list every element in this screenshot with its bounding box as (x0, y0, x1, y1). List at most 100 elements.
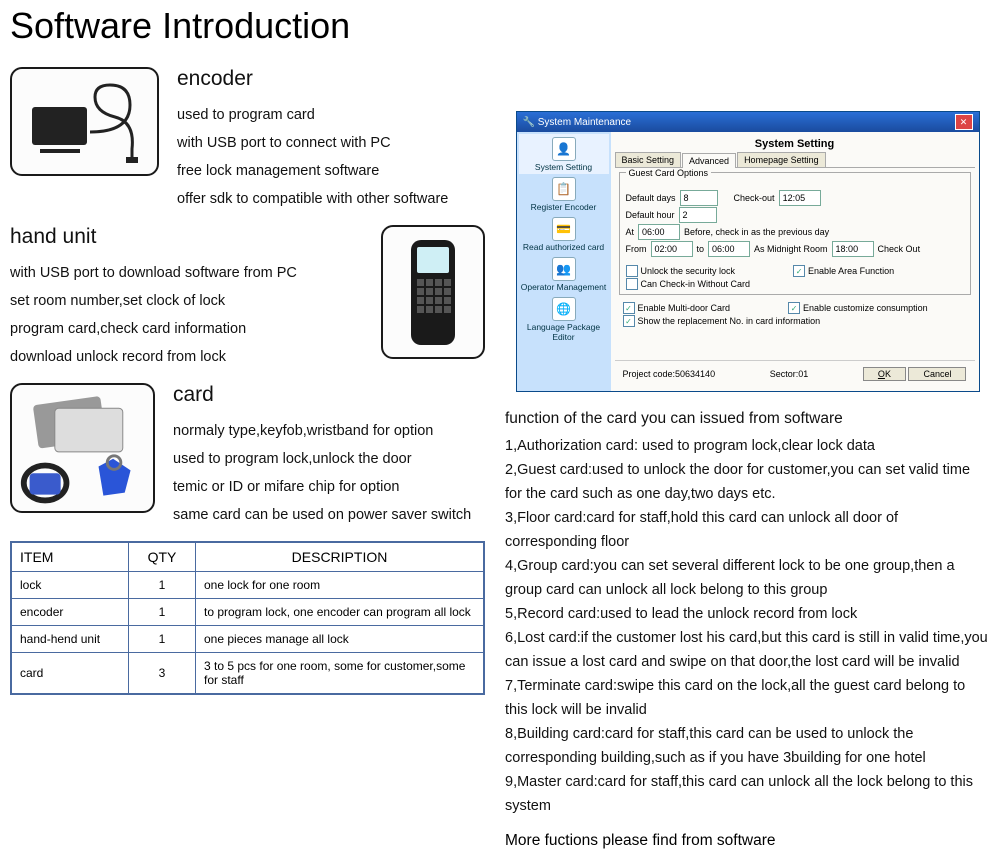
label: Default days (626, 193, 676, 203)
card-title: card (173, 383, 471, 407)
encoder-image (10, 67, 159, 176)
chk-multi-door[interactable]: ✓Enable Multi-door Card (623, 302, 731, 314)
function-item: 4,Group card:you can set several differe… (505, 554, 990, 602)
tab-homepage[interactable]: Homepage Setting (737, 152, 826, 167)
cell: 1 (129, 599, 196, 626)
label: At (626, 227, 635, 237)
cell: 3 to 5 pcs for one room, some for custom… (196, 653, 484, 694)
cell: 1 (129, 572, 196, 599)
text: with USB port to connect with PC (177, 129, 448, 157)
text: program card,check card information (10, 315, 381, 343)
text: normaly type,keyfob,wristband for option (173, 417, 471, 445)
card-image (10, 383, 155, 513)
sidebar-item-operator-management[interactable]: 👥Operator Management (519, 254, 609, 294)
window-title: 🔧 System Maintenance (523, 117, 632, 128)
hand-image (381, 225, 485, 359)
right-column: 🔧 System Maintenance ✕ 👤System Setting 📋… (495, 67, 1000, 860)
window-titlebar: 🔧 System Maintenance ✕ (517, 112, 979, 132)
card-icon: 💳 (552, 217, 576, 241)
sidebar-item-register-encoder[interactable]: 📋Register Encoder (519, 174, 609, 214)
label: From (626, 244, 647, 254)
globe-icon: 🌐 (552, 297, 576, 321)
sidebar-item-read-card[interactable]: 💳Read authorized card (519, 214, 609, 254)
cell: 1 (129, 626, 196, 653)
users-icon: 👥 (552, 257, 576, 281)
sidebar-item-language-editor[interactable]: 🌐Language Package Editor (519, 294, 609, 344)
text: set room number,set clock of lock (10, 287, 381, 315)
left-column: encoder used to program card with USB po… (0, 67, 495, 860)
window-main: System Setting Basic Setting Advanced Ho… (611, 132, 979, 391)
text: download unlock record from lock (10, 343, 381, 371)
function-item: 7,Terminate card:swipe this card on the … (505, 674, 990, 722)
checkout-input[interactable]: 12:05 (779, 190, 821, 206)
th-desc: DESCRIPTION (196, 543, 484, 572)
at-input[interactable]: 06:00 (638, 224, 680, 240)
tabs: Basic Setting Advanced Homepage Setting (615, 152, 975, 168)
text: temic or ID or mifare chip for option (173, 473, 471, 501)
ok-button[interactable]: OK (863, 367, 906, 381)
encoder-section: encoder used to program card with USB po… (10, 67, 485, 213)
cell: to program lock, one encoder can program… (196, 599, 484, 626)
chk-area-function[interactable]: ✓Enable Area Function (793, 265, 894, 277)
guest-card-options: Guest Card Options Default days8Check-ou… (619, 172, 971, 295)
function-item: 9,Master card:card for staff,this card c… (505, 770, 990, 818)
label: Before, check in as the previous day (684, 227, 829, 237)
default-days-input[interactable]: 8 (680, 190, 718, 206)
chk-unlock-security[interactable]: Unlock the security lock (626, 265, 736, 277)
label: Check Out (878, 244, 921, 254)
functions-list: 1,Authorization card: used to program lo… (505, 434, 990, 818)
chk-replacement-no[interactable]: ✓Show the replacement No. in card inform… (623, 315, 821, 327)
function-item: 1,Authorization card: used to program lo… (505, 434, 990, 458)
fieldset-title: Guest Card Options (626, 168, 712, 178)
function-item: 3,Floor card:card for staff,hold this ca… (505, 506, 990, 554)
encoder-title: encoder (177, 67, 448, 91)
hand-section: hand unit with USB port to download soft… (10, 225, 485, 371)
cell: hand-hend unit (12, 626, 129, 653)
table-row: encoder1to program lock, one encoder can… (12, 599, 484, 626)
tab-basic[interactable]: Basic Setting (615, 152, 682, 167)
page-title: Software Introduction (10, 5, 1000, 47)
text: used to program card (177, 101, 448, 129)
text: free lock management software (177, 157, 448, 185)
text: offer sdk to compatible with other softw… (177, 185, 448, 213)
user-icon: 👤 (552, 137, 576, 161)
cell: one lock for one room (196, 572, 484, 599)
label: Default hour (626, 210, 675, 220)
cell: lock (12, 572, 129, 599)
cell: encoder (12, 599, 129, 626)
to-input[interactable]: 06:00 (708, 241, 750, 257)
label: to (697, 244, 705, 254)
chk-customize-consumption[interactable]: ✓Enable customize consumption (788, 302, 928, 314)
function-item: 6,Lost card:if the customer lost his car… (505, 626, 990, 674)
cancel-button[interactable]: Cancel (908, 367, 966, 381)
card-section: card normaly type,keyfob,wristband for o… (10, 383, 485, 529)
functions-title: function of the card you can issued from… (505, 410, 990, 428)
table-row: lock1one lock for one room (12, 572, 484, 599)
items-table: ITEM QTY DESCRIPTION lock1one lock for o… (10, 541, 485, 695)
from-input[interactable]: 02:00 (651, 241, 693, 257)
window-sidebar: 👤System Setting 📋Register Encoder 💳Read … (517, 132, 611, 391)
clipboard-icon: 📋 (552, 177, 576, 201)
close-icon[interactable]: ✕ (955, 114, 973, 130)
sidebar-item-system-setting[interactable]: 👤System Setting (519, 134, 609, 174)
midnight-input[interactable]: 18:00 (832, 241, 874, 257)
th-qty: QTY (129, 543, 196, 572)
window-main-title: System Setting (615, 136, 975, 152)
cell: 3 (129, 653, 196, 694)
hand-title: hand unit (10, 225, 381, 249)
tab-advanced[interactable]: Advanced (682, 153, 736, 168)
more-functions: More fuctions please find from software (505, 832, 990, 850)
table-row: card33 to 5 pcs for one room, some for c… (12, 653, 484, 694)
function-item: 8,Building card:card for staff,this card… (505, 722, 990, 770)
default-hour-input[interactable]: 2 (679, 207, 717, 223)
table-row: hand-hend unit1one pieces manage all loc… (12, 626, 484, 653)
chk-checkin-without-card[interactable]: Can Check-in Without Card (626, 278, 751, 290)
label: As Midnight Room (754, 244, 828, 254)
cell: card (12, 653, 129, 694)
system-window: 🔧 System Maintenance ✕ 👤System Setting 📋… (516, 111, 980, 392)
window-footer: Project code:50634140 Sector:01 OK Cance… (615, 360, 975, 387)
sector: Sector:01 (770, 369, 809, 379)
project-code: Project code:50634140 (623, 369, 716, 379)
text: same card can be used on power saver swi… (173, 501, 471, 529)
text: with USB port to download software from … (10, 259, 381, 287)
